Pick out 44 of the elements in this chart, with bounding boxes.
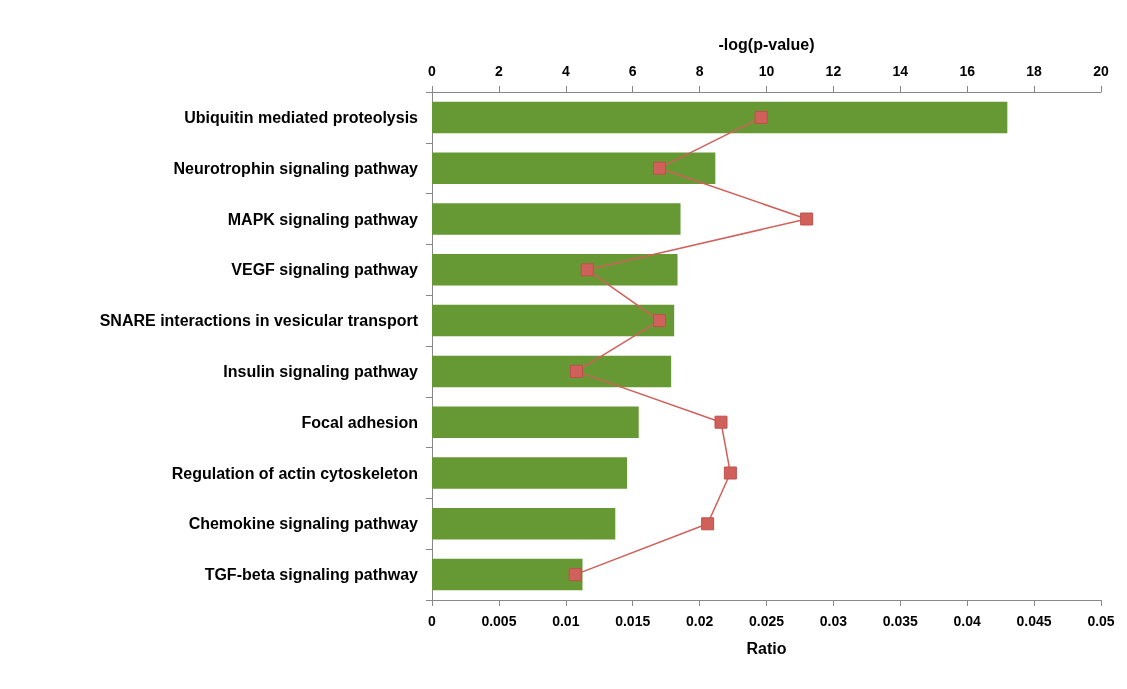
y-tick-label: Neurotrophin signaling pathway [173,159,419,177]
point [570,364,583,378]
x-tick-label: 0.005 [481,613,517,629]
x2-tick-label: 14 [892,63,909,79]
point [652,161,666,175]
y-tick-label: TGF-beta signaling pathway [204,566,419,584]
point [652,314,666,328]
x-tick-label: 0.05 [1087,613,1115,629]
y-tick-label: Chemokine signaling pathway [188,515,419,533]
point [800,212,814,226]
x2-tick-label: 10 [758,63,775,79]
point [568,568,582,582]
x-tick-label: 0.025 [748,613,785,629]
y-tick-label: VEGF signaling pathway [231,261,419,279]
x2-tick-label: 0 [428,63,437,79]
x2-tick-label: 6 [628,63,637,79]
point [723,466,737,480]
x-tick-label: 0.01 [552,613,580,629]
point [754,110,768,124]
x-tick-label: 0 [428,613,437,629]
point [701,517,715,531]
point [714,415,728,429]
point [580,263,594,277]
x2-tick-label: 4 [561,63,570,79]
x2-tick-label: 12 [825,63,842,79]
x-axis-title: Ratio [746,639,787,657]
y-tick-label: Insulin signaling pathway [223,362,419,380]
y-tick-label: Focal adhesion [301,413,418,431]
x-tick-label: 0.035 [882,613,919,629]
x-tick-label: 0.03 [819,613,848,629]
x-tick-label: 0.02 [685,613,714,629]
x2-tick-label: 18 [1026,63,1043,79]
x2-tick-label: 20 [1093,63,1109,79]
x2-tick-label: 16 [959,63,976,79]
y-tick-label: MAPK signaling pathway [227,210,419,228]
x2-axis-title: -log(p-value) [718,35,815,53]
x-tick-label: 0.015 [615,613,651,629]
x-tick-label: 0.045 [1016,613,1052,629]
y-tick-label: Regulation of actin cytoskeleton [171,464,418,482]
x2-tick-label: 8 [695,63,704,79]
y-tick-label: Ubiquitin mediated proteolysis [184,108,419,126]
x2-tick-label: 2 [495,63,503,79]
y-tick-label: SNARE interactions in vesicular transport [99,312,419,330]
x-tick-label: 0.04 [953,613,982,629]
